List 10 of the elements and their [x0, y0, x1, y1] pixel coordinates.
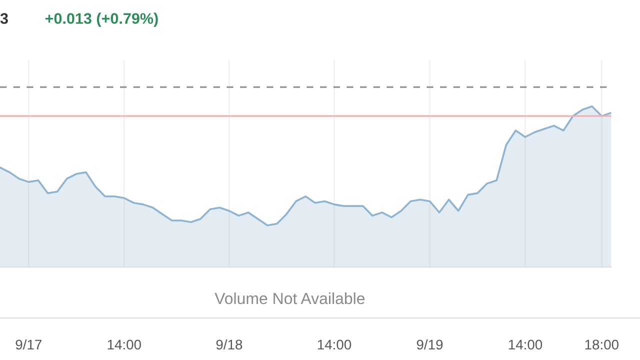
x-tick-label: 18:00: [585, 340, 618, 350]
x-tick-label: 14:00: [508, 340, 542, 350]
x-tick-label: 9/17: [16, 339, 42, 350]
text: Volume Not Available: [214, 292, 365, 304]
text: 3: [0, 13, 8, 24]
x-tick-label: 9/19: [416, 339, 443, 350]
x-tick-label: 9/18: [216, 339, 242, 350]
chart-title: +0.013 (+0.79%): [45, 12, 158, 27]
x-tick-label: 14:00: [318, 340, 352, 350]
x-tick-label: 14:00: [108, 340, 141, 350]
